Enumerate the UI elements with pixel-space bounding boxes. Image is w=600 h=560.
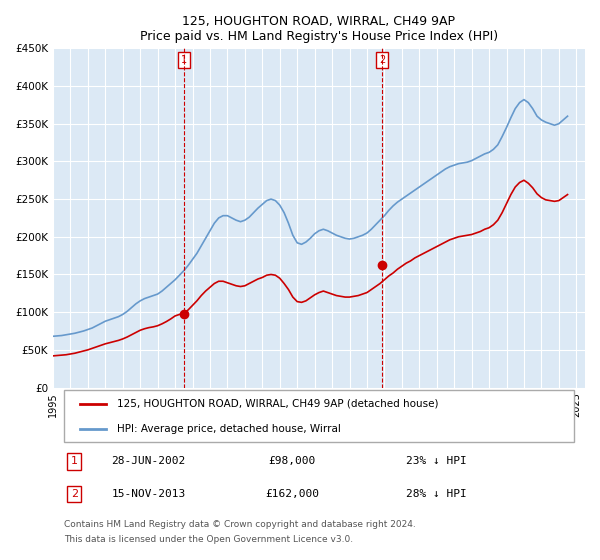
Text: HPI: Average price, detached house, Wirral: HPI: Average price, detached house, Wirr… <box>117 424 341 434</box>
Text: This data is licensed under the Open Government Licence v3.0.: This data is licensed under the Open Gov… <box>64 535 353 544</box>
Text: £98,000: £98,000 <box>269 456 316 466</box>
FancyBboxPatch shape <box>64 390 574 442</box>
Text: Contains HM Land Registry data © Crown copyright and database right 2024.: Contains HM Land Registry data © Crown c… <box>64 520 415 529</box>
Text: 1: 1 <box>181 55 187 64</box>
Text: 125, HOUGHTON ROAD, WIRRAL, CH49 9AP (detached house): 125, HOUGHTON ROAD, WIRRAL, CH49 9AP (de… <box>117 399 439 409</box>
Text: 1: 1 <box>71 456 78 466</box>
Text: 23% ↓ HPI: 23% ↓ HPI <box>406 456 466 466</box>
Text: 28-JUN-2002: 28-JUN-2002 <box>112 456 186 466</box>
Title: 125, HOUGHTON ROAD, WIRRAL, CH49 9AP
Price paid vs. HM Land Registry's House Pri: 125, HOUGHTON ROAD, WIRRAL, CH49 9AP Pri… <box>140 15 498 43</box>
Text: 2: 2 <box>71 489 78 499</box>
Text: 28% ↓ HPI: 28% ↓ HPI <box>406 489 466 499</box>
Text: £162,000: £162,000 <box>265 489 319 499</box>
Text: 15-NOV-2013: 15-NOV-2013 <box>112 489 186 499</box>
Text: 2: 2 <box>379 55 385 64</box>
